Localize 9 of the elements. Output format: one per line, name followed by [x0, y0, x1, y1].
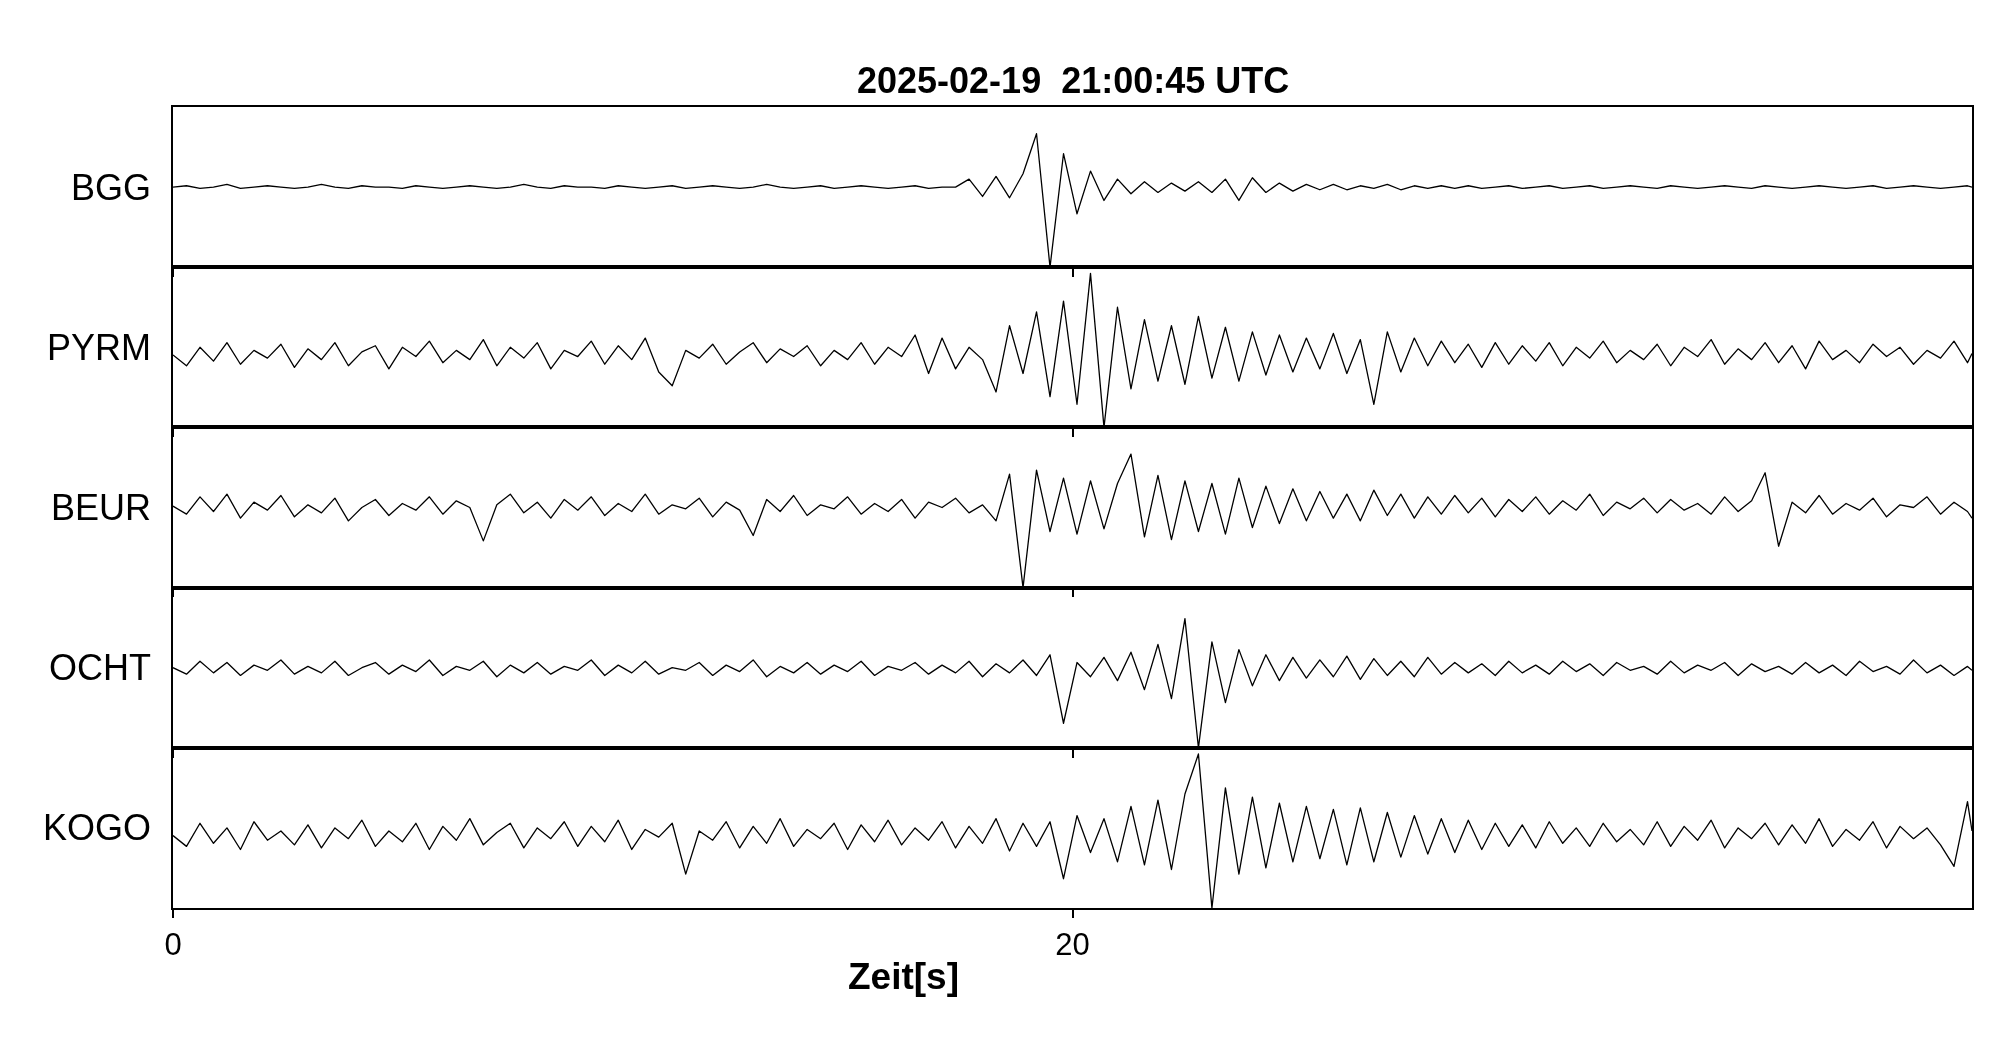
x-tick-label: 20 — [1055, 926, 1090, 962]
x-axis-title: Zeit[s] — [848, 956, 959, 997]
y-axis-title: PYRM — [47, 327, 152, 368]
x-tick-label: 0 — [164, 926, 182, 962]
y-axis-title: BEUR — [51, 487, 152, 528]
y-axis-title: KOGO — [43, 807, 152, 848]
y-axis-title: BGG — [71, 167, 152, 208]
chart-title: 2025-02-19 21:00:45 UTC — [857, 60, 1290, 101]
y-axis-title: OCHT — [49, 647, 151, 688]
